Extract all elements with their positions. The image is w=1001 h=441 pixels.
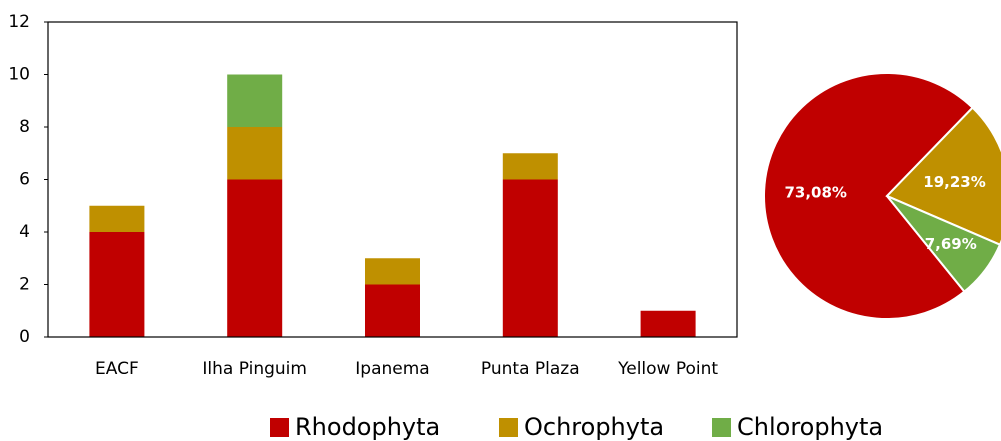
bar-segment <box>227 179 283 337</box>
legend-swatch <box>712 418 731 437</box>
bar-segment <box>502 153 558 180</box>
bar-segment <box>89 232 145 337</box>
bar-segment <box>640 310 696 337</box>
pie-label: 7,69% <box>925 235 977 253</box>
y-tick-label: 12 <box>8 12 30 32</box>
pie-slice <box>763 72 974 320</box>
x-tick-label: Ipanema <box>355 359 429 379</box>
bar-segment <box>227 127 283 180</box>
y-tick-label: 10 <box>8 65 30 85</box>
pie-label: 19,23% <box>923 173 985 191</box>
pie-slice <box>886 195 1001 293</box>
legend-swatch <box>270 418 289 437</box>
y-tick-label: 8 <box>19 117 30 137</box>
x-tick-label: Ilha Pinguim <box>202 359 307 379</box>
x-tick-label: EACF <box>95 359 139 379</box>
pie-slice <box>885 106 1001 246</box>
bar-segment <box>89 205 145 232</box>
bar-segment <box>365 284 420 337</box>
y-tick-label: 6 <box>19 170 30 190</box>
x-tick-label: Yellow Point <box>617 359 718 379</box>
legend-label: Rhodophyta <box>295 413 440 441</box>
legend-label: Chlorophyta <box>737 413 883 441</box>
y-tick-label: 0 <box>19 327 30 347</box>
y-tick-label: 4 <box>19 222 30 242</box>
bar-segment <box>227 74 283 127</box>
y-tick-label: 2 <box>19 275 30 295</box>
bar-segment <box>365 258 420 285</box>
legend-swatch <box>499 418 518 437</box>
legend-label: Ochrophyta <box>524 413 664 441</box>
pie-label: 73,08% <box>784 183 846 201</box>
plot-frame <box>47 21 738 338</box>
x-tick-label: Punta Plaza <box>481 359 580 379</box>
bar-segment <box>502 179 558 337</box>
